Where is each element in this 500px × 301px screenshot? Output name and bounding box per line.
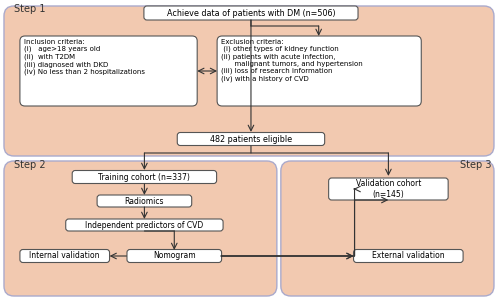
Text: Validation cohort
(n=145): Validation cohort (n=145) <box>356 179 421 199</box>
Text: Radiomics: Radiomics <box>124 197 164 206</box>
FancyBboxPatch shape <box>281 161 494 296</box>
FancyBboxPatch shape <box>328 178 448 200</box>
FancyBboxPatch shape <box>127 250 222 262</box>
Text: Independent predictors of CVD: Independent predictors of CVD <box>86 221 204 229</box>
Text: Inclusion criteria:
(i)   age>18 years old
(ii)  with T2DM
(iii) diagnosed with : Inclusion criteria: (i) age>18 years old… <box>24 39 145 75</box>
FancyBboxPatch shape <box>4 161 277 296</box>
Text: Internal validation: Internal validation <box>30 252 100 260</box>
Text: Step 3: Step 3 <box>460 160 492 170</box>
Text: Training cohort (n=337): Training cohort (n=337) <box>98 172 190 182</box>
Text: External validation: External validation <box>372 252 444 260</box>
Text: Exclusion criteria:
 (i) other types of kidney function
(ii) patients with acute: Exclusion criteria: (i) other types of k… <box>221 39 363 82</box>
FancyBboxPatch shape <box>72 170 217 184</box>
FancyBboxPatch shape <box>217 36 422 106</box>
FancyBboxPatch shape <box>4 6 494 156</box>
Text: Step 2: Step 2 <box>14 160 46 170</box>
FancyBboxPatch shape <box>20 36 197 106</box>
FancyBboxPatch shape <box>354 250 463 262</box>
Text: 482 patients eligible: 482 patients eligible <box>210 135 292 144</box>
FancyBboxPatch shape <box>20 250 110 262</box>
FancyBboxPatch shape <box>144 6 358 20</box>
FancyBboxPatch shape <box>178 132 324 145</box>
FancyBboxPatch shape <box>66 219 223 231</box>
Text: Nomogram: Nomogram <box>153 252 196 260</box>
FancyBboxPatch shape <box>97 195 192 207</box>
Text: Achieve data of patients with DM (n=506): Achieve data of patients with DM (n=506) <box>166 8 336 17</box>
Text: Step 1: Step 1 <box>14 4 46 14</box>
